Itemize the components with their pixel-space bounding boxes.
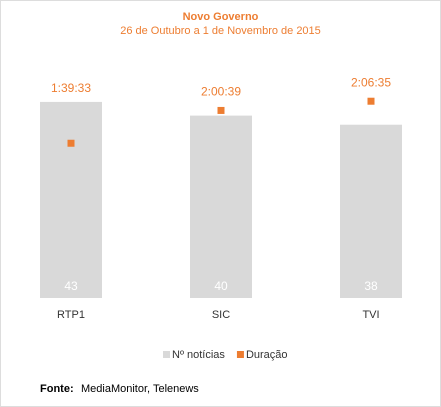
bar [40, 101, 102, 298]
data-label: 2:00:39 [201, 85, 241, 99]
bar-value-label: 38 [364, 279, 378, 293]
x-tick-label: RTP1 [57, 309, 85, 321]
bar [190, 115, 252, 298]
legend-label: Duração [246, 349, 288, 361]
marker [367, 97, 375, 105]
legend-swatch [163, 351, 170, 358]
bar [340, 124, 402, 298]
marker [67, 139, 75, 147]
x-tick-label: TVI [362, 309, 379, 321]
legend-swatch [236, 351, 244, 358]
bar-value-label: 40 [214, 279, 228, 293]
legend-label: Nº notícias [172, 349, 225, 361]
chart-title: Novo Governo [183, 11, 259, 23]
source: MediaMonitor, Telenews [81, 383, 199, 395]
chart-subtitle: 26 de Outubro a 1 de Novembro de 2015 [120, 25, 321, 37]
bar-value-label: 43 [64, 279, 78, 293]
source-label: Fonte: [40, 383, 74, 395]
x-tick-label: SIC [212, 309, 230, 321]
data-label: 2:06:35 [351, 75, 391, 89]
marker [217, 106, 225, 114]
data-label: 1:39:33 [51, 81, 91, 95]
